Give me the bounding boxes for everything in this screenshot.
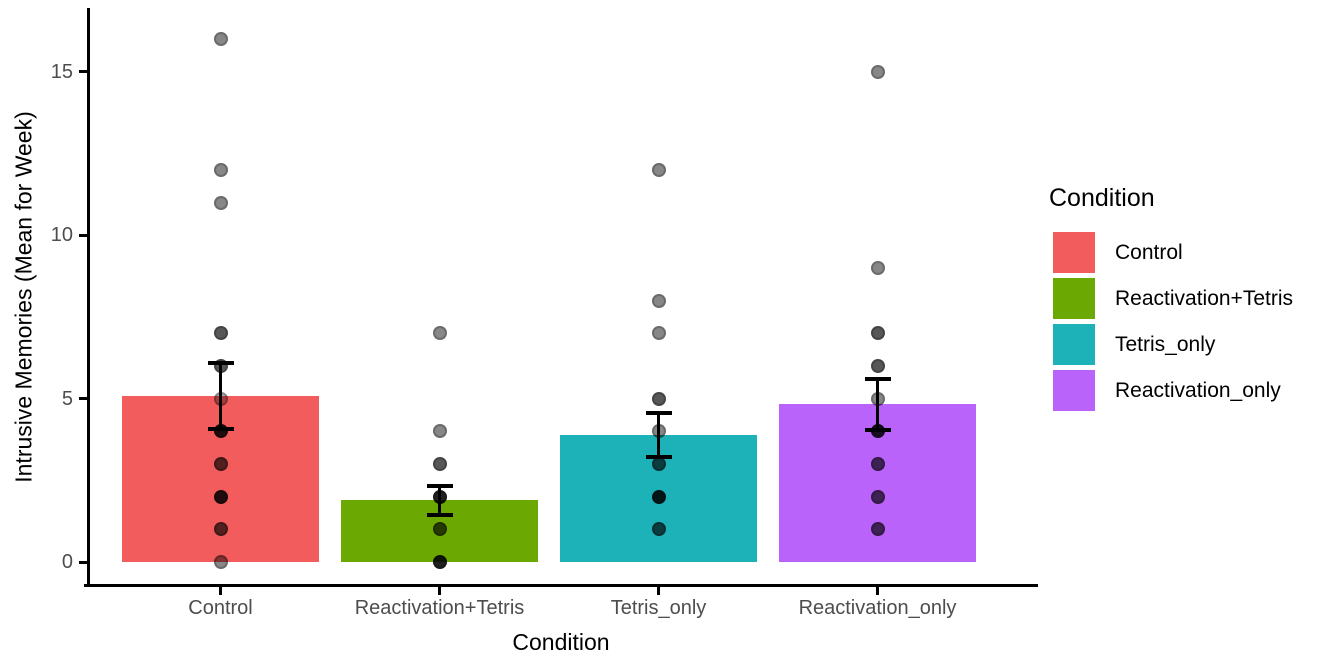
data-point [213,489,228,504]
error-bar-cap-bottom [426,512,453,517]
data-point [651,391,666,406]
error-bar-cap-top [426,483,453,488]
y-tick [79,397,87,401]
x-tick [657,587,660,595]
error-bar-cap-top [207,361,234,366]
x-tick [438,587,441,595]
y-axis-line [87,8,90,587]
y-tick [79,70,87,74]
legend-item-label: Control [1115,241,1183,264]
x-tick-label: Reactivation+Tetris [354,597,525,619]
data-point [213,522,228,537]
data-point [870,326,885,341]
data-point [651,162,666,177]
data-point [651,326,666,341]
x-tick [876,587,879,595]
data-point [213,195,228,210]
data-point [213,162,228,177]
error-bar-cap-bottom [645,455,672,460]
y-tick [79,560,87,564]
data-point [432,456,447,471]
error-bar-cap-bottom [864,427,891,432]
legend: Condition Control Reactivation+Tetris Tetr… [1049,186,1339,426]
data-point [432,555,447,569]
error-bar-line [876,378,879,430]
x-axis-title: Condition [512,629,610,655]
data-point [870,456,885,471]
data-point [870,260,885,275]
data-point [432,522,447,537]
y-tick-label: 10 [50,224,73,247]
error-bar-cap-bottom [207,427,234,432]
x-axis-line [84,584,1038,587]
data-point [870,64,885,79]
data-point [870,489,885,504]
data-point [213,326,228,341]
y-axis-title: Intrusive Memories (Mean for Week) [10,111,37,483]
legend-items: Control Reactivation+Tetris Tetris_only Rea… [1049,186,1339,426]
legend-swatch-tetris_only [1053,324,1095,365]
x-tick-label: Control [188,597,253,619]
data-point [213,555,228,569]
legend-title: Condition [1049,184,1155,212]
error-bar-line [219,363,222,430]
x-tick-label: Tetris_only [610,597,707,619]
legend-item-label: Tetris_only [1115,333,1216,356]
data-point [870,522,885,537]
legend-swatch-reactivation+tetris [1053,278,1095,319]
data-point [651,489,666,504]
error-bar-cap-top [645,411,672,416]
error-bar-cap-top [864,376,891,381]
error-bar-line [657,413,660,458]
data-point [213,32,228,47]
legend-swatch-control [1053,232,1095,273]
x-tick-label: Reactivation_only [798,597,957,619]
data-point [651,293,666,308]
data-point [432,326,447,341]
data-point [651,522,666,537]
y-tick-label: 0 [61,551,73,573]
data-point [213,456,228,471]
data-point [432,424,447,439]
legend-item-label: Reactivation_only [1115,379,1281,402]
y-tick [79,233,87,237]
data-point [870,358,885,373]
legend-swatch-reactivation_only [1053,370,1095,411]
legend-item-label: Reactivation+Tetris [1115,287,1293,310]
error-bar-line [438,485,441,515]
y-tick-label: 5 [61,387,73,410]
x-tick [219,587,222,595]
y-tick-label: 15 [50,60,73,83]
